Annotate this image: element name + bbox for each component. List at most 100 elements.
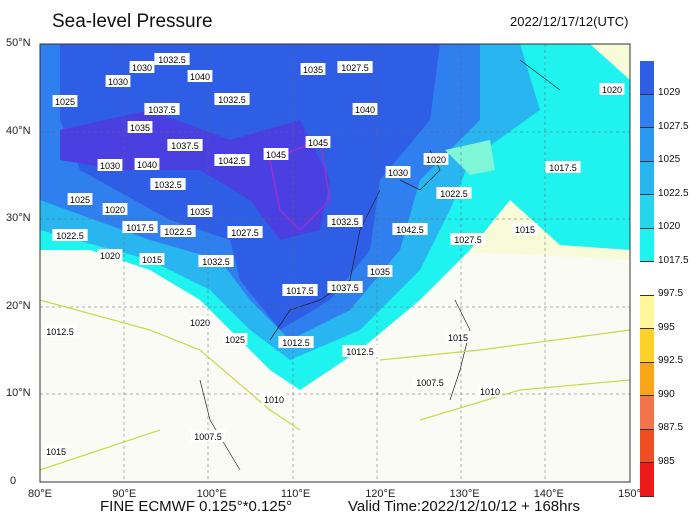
svg-text:1032.5: 1032.5 xyxy=(331,217,359,227)
lon-tick: 130°E xyxy=(449,488,480,500)
contour-label: 1007.5 xyxy=(190,430,226,442)
svg-text:1032.5: 1032.5 xyxy=(154,180,182,190)
colorbar-label: 1027.5 xyxy=(658,120,689,132)
svg-text:1020: 1020 xyxy=(426,155,446,165)
contour-label: 1042.5 xyxy=(392,223,428,235)
contour-label: 1040 xyxy=(134,158,160,170)
colorbar xyxy=(640,61,654,497)
contour-label: 1022.5 xyxy=(436,187,472,199)
lon-tick: 110°E xyxy=(280,488,311,500)
contour-label: 1032.5 xyxy=(198,255,234,267)
svg-text:1020: 1020 xyxy=(190,318,210,328)
contour-label: 1042.5 xyxy=(214,154,250,166)
svg-text:1045: 1045 xyxy=(266,150,286,160)
lat-tick: 30°N xyxy=(6,212,31,225)
svg-text:1035: 1035 xyxy=(130,123,150,133)
colorbar-swatch xyxy=(640,61,654,95)
contour-label: 1032.5 xyxy=(327,215,363,227)
colorbar-swatch xyxy=(640,94,654,128)
svg-text:1045: 1045 xyxy=(308,138,328,148)
lon-tick: 120°E xyxy=(365,488,396,500)
contour-labels: 1032.5 1030 1040 1030 1035 1037.5 1027.5 1035 10… xyxy=(42,53,625,457)
svg-text:1037.5: 1037.5 xyxy=(148,105,176,115)
colorbar-swatch xyxy=(640,195,654,229)
colorbar-swatch xyxy=(640,128,654,162)
contour-label: 1030 xyxy=(129,61,155,73)
svg-text:1040: 1040 xyxy=(137,160,157,170)
valid-time: 2022/12/17/12(UTC) xyxy=(510,14,629,29)
contour-label: 1022.5 xyxy=(52,229,88,241)
contour-label: 1015 xyxy=(139,253,165,265)
svg-text:1040: 1040 xyxy=(190,72,210,82)
contour-label: 1015 xyxy=(445,331,471,343)
svg-text:1010: 1010 xyxy=(480,387,500,397)
contour-label: 1020 xyxy=(423,153,449,165)
svg-text:1022.5: 1022.5 xyxy=(164,227,192,237)
contour-label: 1015 xyxy=(512,223,538,235)
map-frame xyxy=(39,43,631,483)
contour-label: 1020 xyxy=(187,316,213,328)
svg-text:1040: 1040 xyxy=(355,105,375,115)
colorbar-label: 1029 xyxy=(658,87,681,98)
contour-label: 1027.5 xyxy=(337,61,373,73)
colorbar-swatch xyxy=(640,295,654,329)
contour-label: 1045 xyxy=(263,148,289,160)
lat-tick: 50°N xyxy=(6,37,31,49)
contour-label: 1035 xyxy=(300,63,326,75)
contour-label: 1025 xyxy=(67,193,93,205)
svg-text:1012.5: 1012.5 xyxy=(282,338,310,348)
contour-label: 1012.5 xyxy=(42,325,78,337)
contour-label: 1017.5 xyxy=(122,221,158,233)
contour-label: 1030 xyxy=(385,166,411,178)
contour-label: 1012.5 xyxy=(342,345,378,357)
map-title: Sea-level Pressure xyxy=(52,11,213,32)
colorbar-label: 1020 xyxy=(658,221,681,232)
svg-text:1032.5: 1032.5 xyxy=(218,95,246,105)
colorbar-swatch xyxy=(640,362,654,396)
svg-text:1015: 1015 xyxy=(46,447,66,457)
contour-label: 1040 xyxy=(352,103,378,115)
lat-tick: 20°N xyxy=(6,299,31,312)
contour-label: 1010 xyxy=(261,393,287,405)
svg-text:1017.5: 1017.5 xyxy=(286,286,314,296)
colorbar-swatch xyxy=(640,396,654,430)
region-high xyxy=(60,110,330,240)
contour-label: 1035 xyxy=(127,121,153,133)
svg-text:1027.5: 1027.5 xyxy=(454,235,482,245)
svg-text:1022.5: 1022.5 xyxy=(56,231,84,241)
contour-label: 1037.5 xyxy=(327,281,363,293)
lon-tick: 80°E xyxy=(28,488,52,500)
contour-label: 1037.5 xyxy=(167,139,203,151)
svg-text:1022.5: 1022.5 xyxy=(440,189,468,199)
contour-label: 1015 xyxy=(43,445,69,457)
colorbar-label: 990 xyxy=(658,388,675,400)
svg-text:1030: 1030 xyxy=(388,168,408,178)
contour-label: 1035 xyxy=(367,265,393,277)
svg-text:1035: 1035 xyxy=(190,207,210,217)
svg-text:1042.5: 1042.5 xyxy=(218,156,246,166)
svg-text:1035: 1035 xyxy=(303,65,323,75)
svg-text:1020: 1020 xyxy=(105,205,125,215)
colorbar-swatch xyxy=(640,161,654,195)
contour-label: 1017.5 xyxy=(282,284,318,296)
model-info: FINE ECMWF 0.125°*0.125° xyxy=(100,498,293,515)
svg-text:1032.5: 1032.5 xyxy=(158,55,186,65)
contour-label: 1040 xyxy=(187,70,213,82)
valid-time-info: Valid Time:2022/12/10/12 + 168hrs xyxy=(348,498,580,515)
contour-label: 1045 xyxy=(305,136,331,148)
contour-label: 1010 xyxy=(477,385,503,397)
colorbar-label: 997.5 xyxy=(658,288,684,299)
svg-text:1030: 1030 xyxy=(100,161,120,171)
colorbar-label: 1022.5 xyxy=(658,187,689,199)
svg-text:1037.5: 1037.5 xyxy=(171,141,199,151)
lon-tick: 100°E xyxy=(196,488,227,500)
lon-tick: 140°E xyxy=(533,488,564,500)
contour-label: 1025 xyxy=(52,95,78,107)
svg-text:1025: 1025 xyxy=(55,97,75,107)
contour-label: 1025 xyxy=(222,333,248,345)
contour-label: 1020 xyxy=(599,83,625,95)
svg-text:1020: 1020 xyxy=(100,251,120,261)
svg-text:1017.5: 1017.5 xyxy=(126,223,154,233)
